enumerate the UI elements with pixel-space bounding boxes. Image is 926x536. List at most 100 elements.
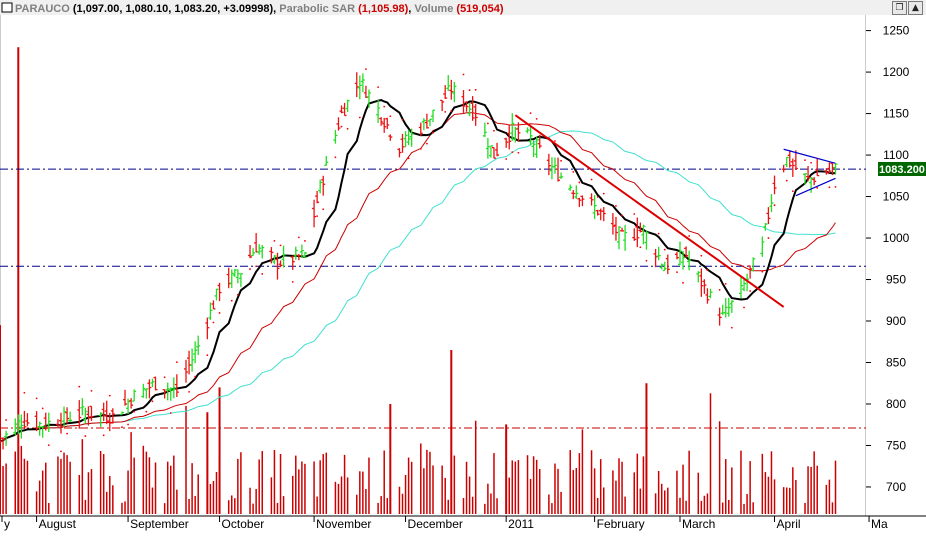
price-bar [129,398,134,409]
sar-dot [791,190,794,193]
price-bar [196,335,201,356]
price-bar [126,398,131,414]
price-bar [336,117,341,131]
price-bar [427,118,432,127]
y-tick-label: 950 [886,273,906,287]
price-bar [333,129,338,144]
price-bar [674,251,679,260]
sar-dot [121,426,123,429]
sar-dot [230,299,233,302]
sar-dot [358,116,361,119]
sar-dot [377,86,380,88]
price-bar [379,117,384,126]
price-bar [147,379,152,399]
price-bar [132,389,137,402]
price-bar [443,85,448,100]
price-bar [729,300,734,313]
sar-dot [834,185,837,188]
price-bar [510,113,515,141]
price-bar [644,230,649,250]
price-bar [495,142,500,157]
price-bar [449,79,454,100]
sar-dot [194,375,197,378]
price-bar [748,265,753,279]
legend-sep: , [408,3,414,15]
price-bar [376,100,381,123]
sar-dot [236,293,239,296]
sar-dot [5,419,7,421]
sar-dot [560,159,562,162]
sar-dot [706,269,709,271]
y-tick-label: 1150 [883,107,909,121]
price-bar [107,412,112,432]
price-bar [684,246,689,258]
sar-dot [41,407,44,410]
x-tick-label: y [4,517,10,531]
price-bar [696,271,701,283]
price-bar [293,246,298,260]
sar-dot [322,208,325,211]
price-bar [665,254,670,275]
price-bar [464,101,469,112]
price-bar [467,103,472,117]
sar-dot [145,410,148,413]
legend-symbol: PARAUCO [15,3,73,15]
price-bar [211,300,216,310]
sar-dot [450,109,453,112]
price-bar [150,378,155,388]
price-bar [833,163,838,175]
price-bar [699,268,704,297]
price-bar [577,197,582,208]
price-bar [123,389,128,406]
price-bar [339,105,344,114]
sar-dot [291,280,294,283]
triangle-upper-line [783,148,836,164]
down-trendline [514,114,785,308]
price-bar [354,72,359,98]
price-bar [409,128,414,147]
price-bar [217,282,222,302]
price-bar [86,406,91,426]
price-bar [806,165,811,182]
price-bar [214,288,219,301]
sar-dot [816,186,819,189]
sar-dot [444,110,447,113]
sar-dot [35,397,38,400]
price-bar [22,410,27,430]
sar-dot [529,112,532,115]
price-bar [824,168,829,175]
price-bar [299,244,304,259]
sar-dot [383,105,386,108]
price-bar [324,155,329,166]
sar-dot [596,195,599,198]
price-bar [318,179,323,194]
x-tick-label: Ma [871,517,888,531]
scroll-up-button[interactable]: ▲ [908,1,923,15]
legend-volume-value: (519,054) [456,3,503,15]
y-tick-label: 900 [886,314,906,328]
price-bar [205,317,210,340]
price-bar [677,241,682,266]
sar-dot [0,421,1,424]
sar-dot [700,254,703,257]
sar-dot [151,400,154,403]
price-bar [171,377,176,399]
price-bar [357,75,362,100]
sar-dot [279,244,282,247]
price-bar [302,251,307,259]
price-bar [162,389,167,399]
sar-dot [102,434,105,437]
sar-dot [724,283,727,285]
sar-dot [346,127,349,130]
sar-dot [407,157,410,160]
price-bar [446,75,451,92]
x-tick-label: October [222,517,265,531]
restore-window-button[interactable]: ❐ [892,1,907,15]
price-bar [641,224,646,245]
price-bar [525,127,530,134]
price-bar [37,421,42,436]
sar-dot [474,88,477,91]
price-bar [766,207,771,225]
sar-dot [645,259,648,262]
